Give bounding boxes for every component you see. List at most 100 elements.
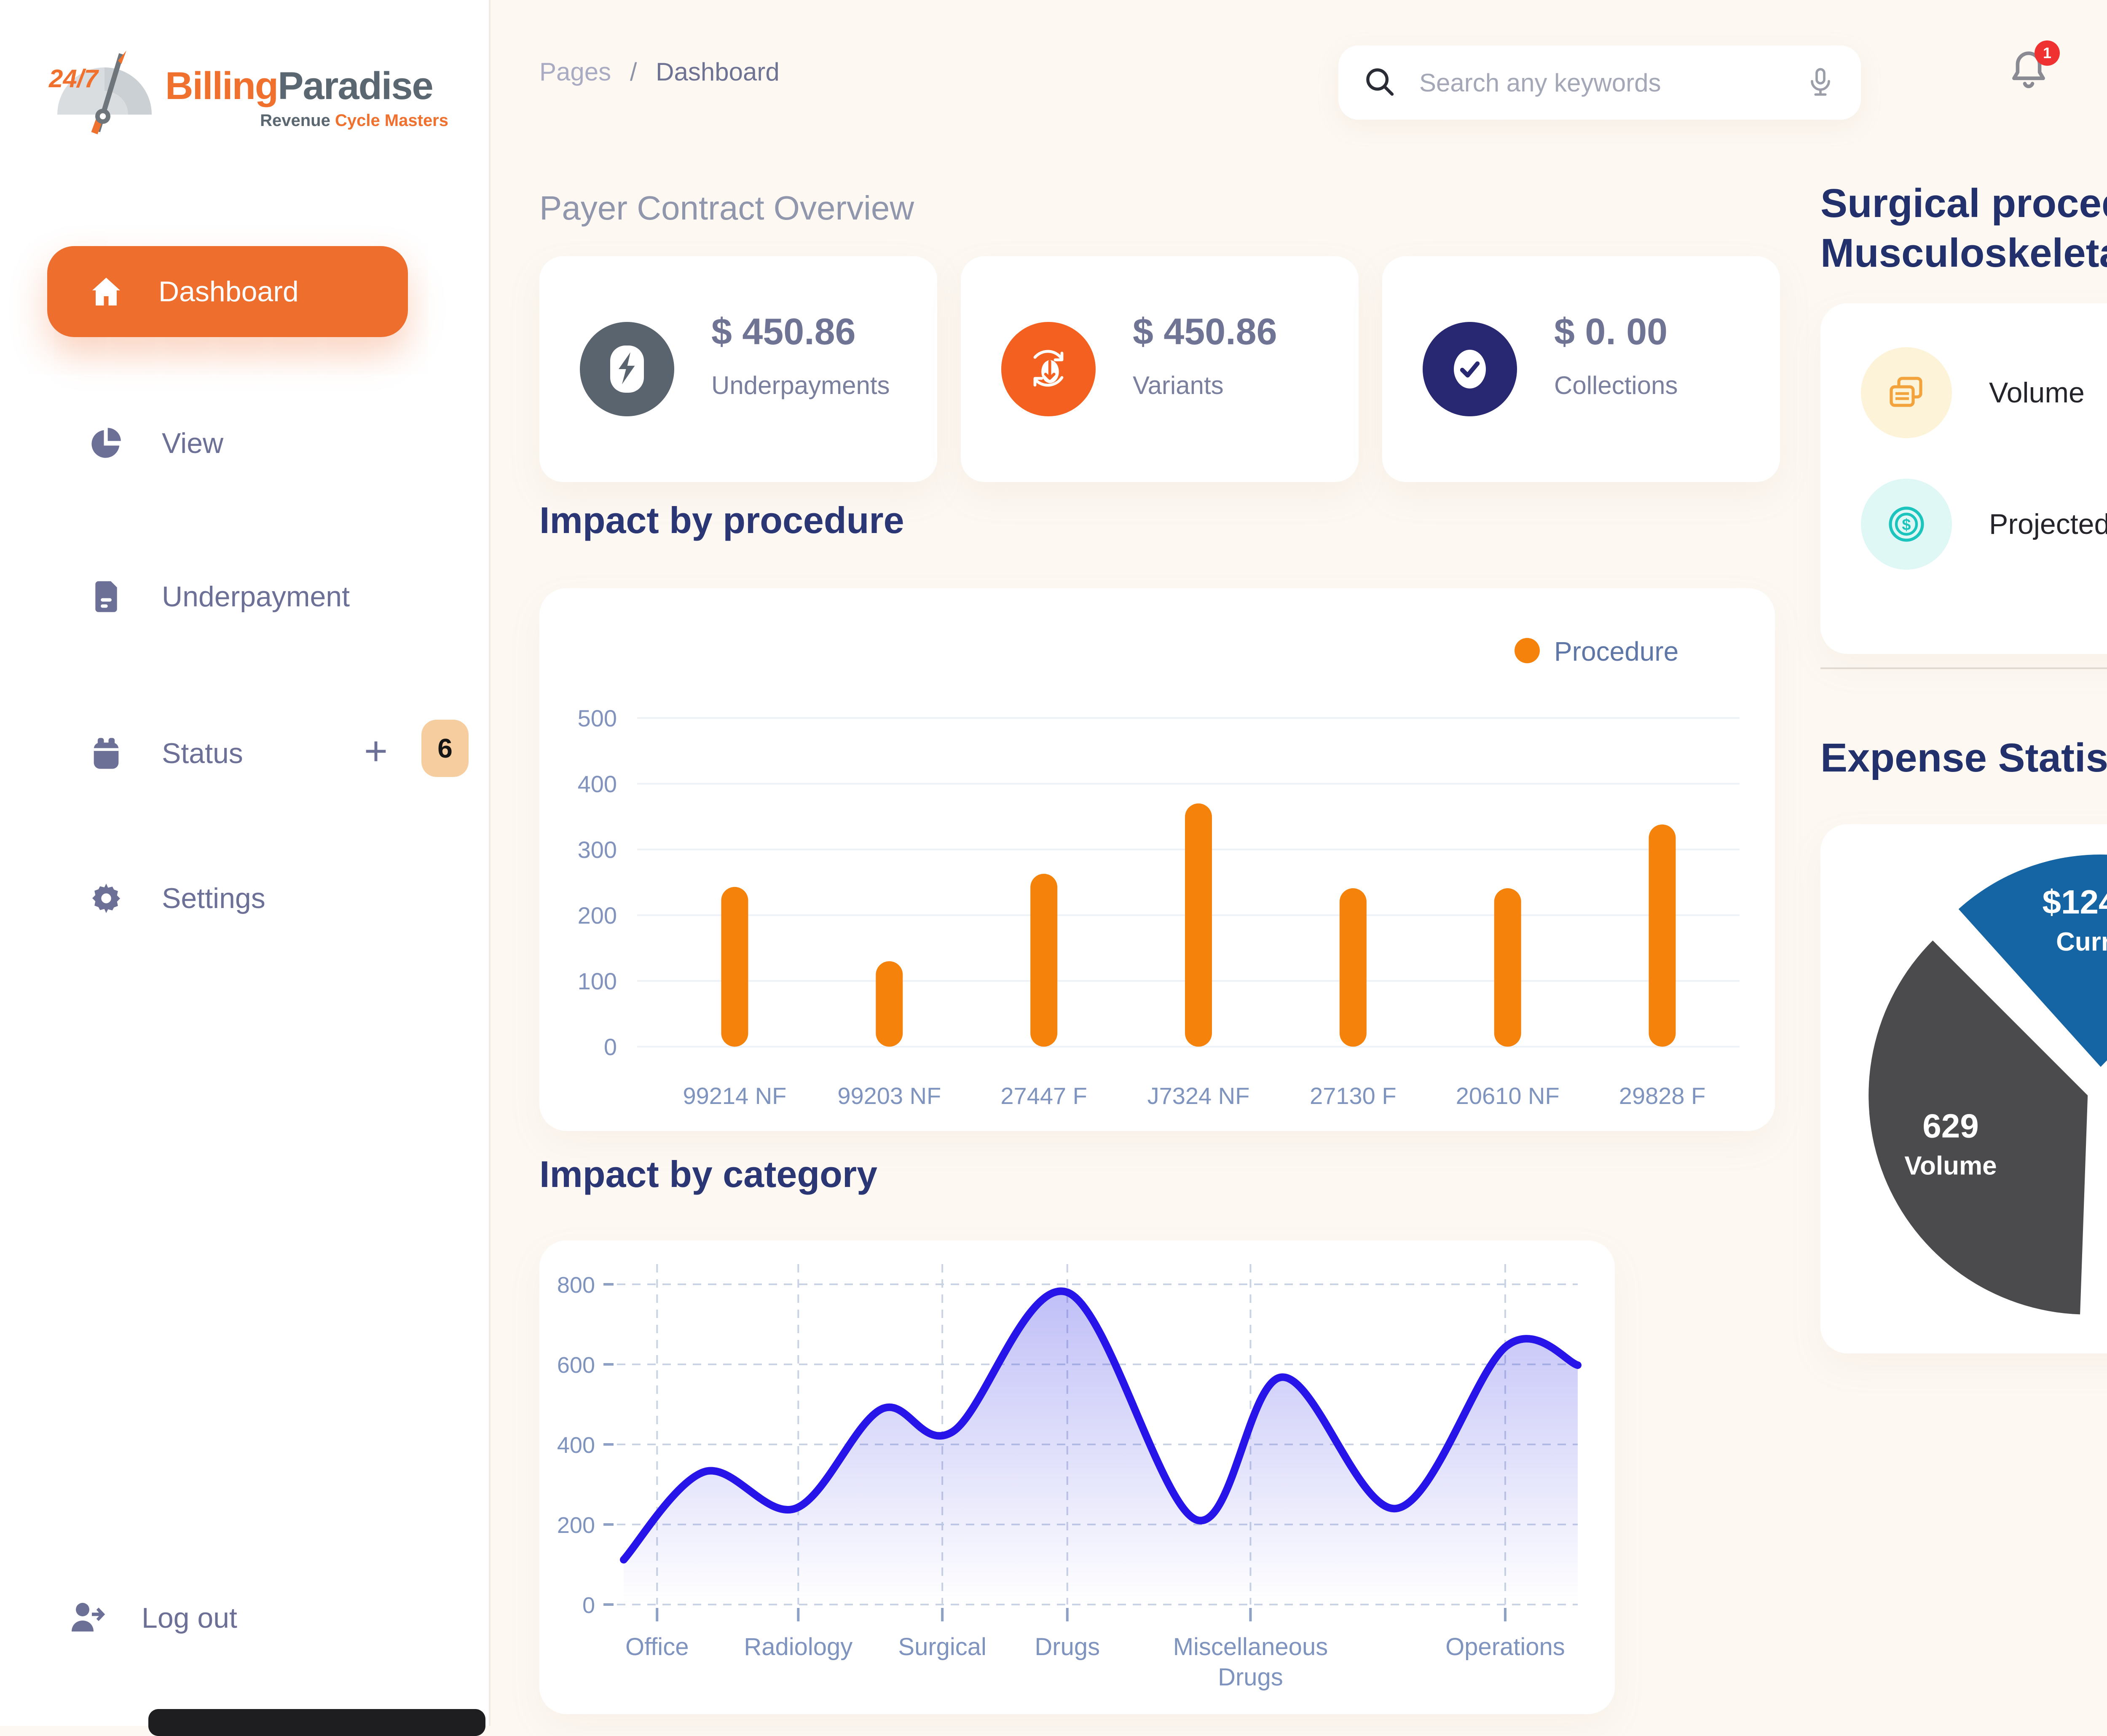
- microphone-icon[interactable]: [1804, 66, 1837, 99]
- pie-slice-label: Volume: [1904, 1152, 1997, 1181]
- status-count-badge: 6: [421, 720, 469, 777]
- projected-impact-icon-circle: $: [1861, 479, 1952, 570]
- stat-circle: [580, 322, 674, 416]
- section-title-expense: Expense Statistics: [1820, 735, 2107, 780]
- stat-card-variants: $ 450.86 Variants: [961, 256, 1359, 482]
- x-tick-label: 27130 F: [1310, 1082, 1397, 1109]
- gauge-logo-icon: [57, 51, 152, 134]
- bar: [1649, 824, 1676, 1047]
- line-series: [620, 1287, 1582, 1564]
- y-tick-label: 200: [557, 1513, 595, 1538]
- sidebar-item-status[interactable]: Status: [47, 716, 442, 790]
- area-fill: [624, 1291, 1578, 1605]
- logout-label: Log out: [142, 1602, 237, 1634]
- volume-row: Volume 448: [1861, 347, 2107, 438]
- x-tick-label: 27447 F: [1000, 1082, 1087, 1109]
- pie-slice-label: Current: [2056, 927, 2107, 956]
- logout-button[interactable]: Log out: [67, 1598, 237, 1638]
- bar: [1494, 888, 1521, 1047]
- stat-value: $ 0. 00: [1554, 311, 1668, 352]
- y-tick-label: 400: [578, 771, 617, 797]
- brand-tagline: Revenue Cycle Masters: [260, 111, 448, 130]
- y-tick-label: 800: [557, 1273, 595, 1298]
- calendar-icon: [94, 738, 119, 769]
- section-title-impact-category: Impact by category: [539, 1153, 878, 1195]
- document-icon: [95, 581, 117, 612]
- surgical-summary-card: Volume 448 $ Projected Impact $19,545.09: [1820, 303, 2107, 654]
- x-tick-label: Drugs: [1035, 1633, 1100, 1661]
- pie-chart-card: $124.21Current$155.26Proposed$31.05NET62…: [1820, 824, 2107, 1353]
- lightning-icon: [610, 346, 644, 393]
- breadcrumb-current[interactable]: Dashboard: [656, 58, 780, 86]
- x-tick-label: Operations: [1445, 1633, 1565, 1661]
- bar-chart: 0 100 200 300 400 500 99214 NF 99203 NF 27447 F J…: [578, 636, 1740, 1109]
- x-tick-label: 99214 NF: [683, 1082, 786, 1109]
- dollar-coin-icon: $: [1889, 506, 1924, 542]
- projected-impact-row: $ Projected Impact $19,545.09: [1861, 479, 2107, 570]
- sidebar-item-settings[interactable]: Settings: [47, 861, 442, 935]
- stat-value: $ 450.86: [1133, 311, 1277, 352]
- search-bar: [1338, 46, 1861, 120]
- brand-logo: 24/7 BillingParadise Revenue Cycle Maste…: [44, 20, 455, 162]
- sidebar-item-label: Dashboard: [158, 276, 299, 308]
- gear-icon: [92, 884, 120, 913]
- x-tick-label: J7324 NF: [1147, 1082, 1250, 1109]
- breadcrumb-separator: /: [630, 58, 637, 86]
- status-add-button[interactable]: +: [364, 729, 388, 774]
- y-tick-label: 400: [557, 1433, 595, 1458]
- sidebar: 24/7 BillingParadise Revenue Cycle Maste…: [0, 0, 491, 1736]
- pie-slice-current: [1958, 855, 2107, 1067]
- sidebar-item-view[interactable]: View: [47, 406, 442, 480]
- x-tick-label: Miscellaneous Drugs: [1173, 1633, 1328, 1691]
- area-chart: 0 200 400 600 800 Office Radiology Surgical Drug…: [557, 1264, 1582, 1691]
- right-panel-divider: [1820, 667, 2107, 669]
- bottom-cutoff-element: [148, 1709, 485, 1736]
- bar-chart-card: 0 100 200 300 400 500 99214 NF 99203 NF 27447 F J…: [539, 588, 1775, 1131]
- pie-slice-volume: [1868, 940, 2088, 1315]
- x-tick-label: Surgical: [898, 1633, 986, 1661]
- sidebar-item-label: Underpayment: [162, 581, 350, 613]
- y-tick-label: 300: [578, 836, 617, 863]
- stat-card-collections: $ 0. 00 Collections: [1382, 256, 1780, 482]
- right-panel-title: Surgical procedures on the Musculoskelet…: [1820, 181, 2107, 276]
- breadcrumb: Pages / Dashboard: [539, 57, 780, 86]
- cards-icon: [1890, 377, 1922, 407]
- sidebar-item-dashboard[interactable]: Dashboard: [47, 246, 408, 337]
- y-tick-label: 0: [604, 1034, 617, 1060]
- y-tick-label: 500: [578, 705, 617, 731]
- bar: [1030, 873, 1058, 1047]
- area-chart-card: 0 200 400 600 800 Office Radiology Surgical Drug…: [539, 1240, 1615, 1714]
- volume-label: Volume: [1989, 377, 2085, 409]
- stat-circle: [1001, 322, 1096, 416]
- x-tick-label: 29828 F: [1619, 1082, 1706, 1109]
- process-hand-icon: [1033, 350, 1064, 387]
- stat-circle: [1423, 322, 1517, 416]
- stat-label: Collections: [1554, 371, 1678, 399]
- bar: [1339, 888, 1367, 1047]
- x-tick-label: Office: [625, 1633, 689, 1661]
- x-tick-label: 99203 NF: [837, 1082, 941, 1109]
- y-tick-label: 600: [557, 1353, 595, 1378]
- x-tick-label: Radiology: [744, 1633, 852, 1661]
- brand-name: BillingParadise: [165, 64, 434, 107]
- pie-chart: $124.21Current$155.26Proposed$31.05NET62…: [1868, 855, 2107, 1315]
- brand-badge: 24/7: [49, 64, 98, 93]
- sidebar-item-label: View: [162, 427, 224, 459]
- svg-text:$: $: [1902, 516, 1911, 534]
- x-tick-label: 20610 NF: [1456, 1082, 1560, 1109]
- sidebar-item-label: Status: [162, 737, 243, 769]
- logout-person-icon: [72, 1603, 105, 1632]
- sidebar-item-underpayment[interactable]: Underpayment: [47, 560, 442, 634]
- search-icon: [1366, 68, 1394, 96]
- legend-dot: [1515, 638, 1540, 663]
- stat-label: Underpayments: [711, 371, 890, 399]
- check-icon: [1454, 350, 1486, 388]
- legend-label: Procedure: [1554, 636, 1678, 667]
- stat-card-underpayments: $ 450.86 Underpayments: [539, 256, 937, 482]
- breadcrumb-parent[interactable]: Pages: [539, 58, 611, 86]
- stat-value: $ 450.86: [711, 311, 856, 352]
- pie-chart-icon: [91, 428, 121, 458]
- search-input[interactable]: [1416, 66, 1787, 99]
- notifications-button[interactable]: 1: [2006, 40, 2060, 94]
- y-tick-label: 0: [582, 1593, 595, 1618]
